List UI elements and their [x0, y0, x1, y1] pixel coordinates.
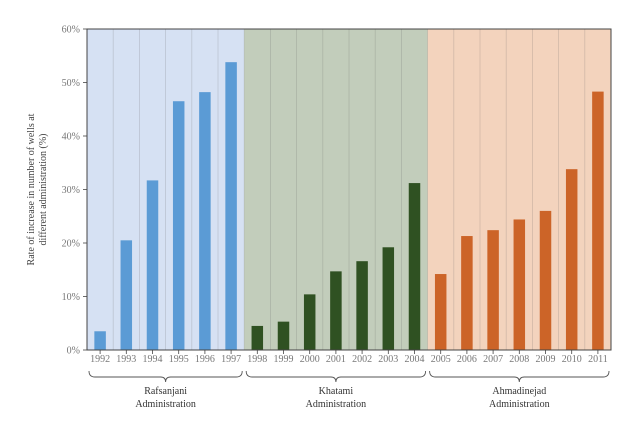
y-tick-label: 60%: [62, 25, 80, 36]
bar-1993: [120, 240, 133, 350]
x-tick-label: 2001: [326, 354, 346, 365]
x-tick-label: 1999: [274, 354, 294, 365]
bars: [94, 62, 604, 351]
brace-2: [429, 370, 610, 383]
bar-2011: [592, 91, 604, 350]
x-tick-label: 1995: [169, 354, 189, 365]
x-tick-label: 2008: [509, 354, 529, 365]
x-tick-label: 2009: [536, 354, 556, 365]
group-label: Administration: [306, 399, 367, 410]
bar-2005: [434, 274, 447, 350]
x-tick-label: 2005: [431, 354, 451, 365]
bar-1999: [277, 321, 290, 350]
x-tick-label: 2006: [457, 354, 477, 365]
y-axis-label-line: different administration (%): [38, 133, 49, 245]
y-tick-label: 0%: [67, 346, 80, 357]
bar-2006: [461, 236, 473, 350]
bar-1998: [251, 325, 264, 350]
y-tick-labels: 0% 10% 20% 30% 40% 50% 60%: [62, 25, 80, 357]
axes: [83, 28, 612, 354]
brace-1: [245, 370, 427, 383]
group-label: Ahmadinejad: [492, 386, 546, 397]
y-tick-label: 30%: [62, 185, 80, 196]
x-tick-label: 2000: [300, 354, 320, 365]
bar-1994: [146, 180, 159, 350]
x-tick-label: 1998: [247, 354, 267, 365]
group-label: Administration: [489, 399, 550, 410]
x-tick-label: 2007: [483, 354, 503, 365]
x-tick-label: 1992: [90, 354, 110, 365]
y-tick-label: 20%: [62, 239, 80, 250]
bar-2010: [565, 169, 578, 350]
x-tick-label: 2002: [352, 354, 372, 365]
y-axis-label-line: Rate of increase in number of wells at: [26, 113, 37, 265]
brace-0: [88, 370, 243, 383]
x-tick-label: 2003: [378, 354, 398, 365]
bar-2001: [330, 271, 342, 350]
x-tick-label: 1997: [221, 354, 241, 365]
group-label: Rafsanjani: [144, 386, 187, 397]
group-label: Khatami: [319, 386, 354, 397]
bar-2002: [356, 261, 368, 350]
y-tick-label: 40%: [62, 132, 80, 143]
bar-1996: [199, 92, 211, 350]
administration-bands: [87, 29, 611, 350]
x-tick-label: 2004: [405, 354, 425, 365]
bar-2008: [513, 219, 526, 350]
x-tick-labels: 1992 1993 1994 1995 1996 1997 1998 1999 2000 2001…: [90, 354, 608, 365]
y-tick-label: 10%: [62, 292, 80, 303]
group-braces: Rafsanjani Administration Khatami Administr…: [88, 370, 610, 410]
x-tick-label: 1994: [143, 354, 163, 365]
bar-2000: [303, 294, 316, 350]
bar-2007: [487, 230, 499, 350]
bar-1997: [225, 62, 237, 351]
band-0: [87, 29, 245, 350]
bar-1992: [94, 331, 106, 350]
x-tick-label: 1993: [116, 354, 136, 365]
bar-2009: [539, 210, 552, 350]
bar-2004: [408, 183, 421, 350]
x-tick-label: 1996: [195, 354, 215, 365]
bar-1995: [172, 101, 185, 350]
bar-2003: [382, 247, 395, 350]
group-label: Administration: [135, 399, 196, 410]
y-axis-label: Rate of increase in number of wells at di…: [26, 113, 49, 265]
grid-lines: [112, 29, 586, 350]
y-tick-label: 50%: [62, 78, 80, 89]
x-tick-label: 2011: [588, 354, 608, 365]
x-tick-label: 2010: [562, 354, 582, 365]
